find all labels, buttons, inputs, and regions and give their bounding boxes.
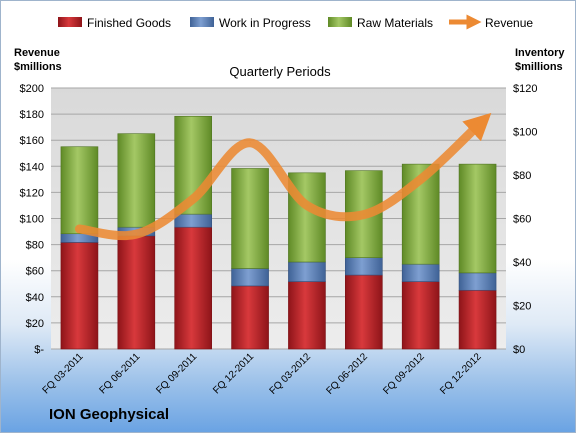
x-tick-label: FQ 09-2011 [154,351,199,396]
bar-finished-goods-8 [458,289,497,350]
left-tick-label: $120 [20,187,44,199]
legend-swatch-raw-materials [328,17,352,27]
revenue-point-2 [135,233,137,235]
right-tick-label: $120 [513,83,537,95]
company-name: ION Geophysical [49,406,169,423]
revenue-point-6 [363,214,365,216]
right-tick-label: $100 [513,127,537,139]
bar-work-in-progress-4 [231,268,269,287]
x-tick-label: FQ 12-2012 [438,351,484,397]
bar-finished-goods-6 [345,274,383,350]
bar-finished-goods-7 [401,281,440,350]
bar-finished-goods-5 [288,281,326,350]
revenue-point-8 [477,125,479,127]
right-axis-title-line2: $millions [515,61,563,73]
revenue-point-7 [420,178,422,180]
left-tick-label: $200 [20,83,44,95]
right-tick-label: $20 [513,301,531,313]
bar-finished-goods-4 [231,285,269,350]
right-tick-label: $40 [513,257,531,269]
bar-work-in-progress-6 [345,257,383,276]
legend-item-raw-materials: Raw Materials [328,16,433,30]
left-tick-label: $60 [26,266,44,278]
x-tick-label: FQ 03-2011 [41,351,86,396]
legend-item-finished-goods: Finished Goods [58,16,171,30]
x-tick-label: FQ 06-2012 [324,351,370,397]
left-tick-label: $40 [26,292,44,304]
revenue-point-5 [306,204,308,206]
left-axis-title-line2: $millions [14,61,62,73]
x-tick-label: FQ 06-2011 [97,351,142,396]
bar-work-in-progress-8 [458,272,497,291]
bar-work-in-progress-3 [174,213,212,228]
x-tick-label: FQ 09-2012 [381,351,427,397]
revenue-point-3 [192,198,194,200]
left-tick-label: $80 [26,240,44,252]
left-axis-title-line1: Revenue [14,47,60,59]
bar-finished-goods-1 [60,242,99,350]
bar-work-in-progress-7 [401,263,440,282]
revenue-line [74,112,492,241]
revenue-line-layer [74,112,492,241]
x-tick-label: FQ 03-2012 [268,351,314,397]
left-tick-label: $180 [20,109,44,121]
revenue-point-1 [78,228,80,230]
right-tick-label: $60 [513,214,531,226]
legend-label-revenue: Revenue [485,16,533,30]
bar-raw-materials-8 [458,163,497,274]
bar-raw-materials-2 [117,133,156,228]
bar-finished-goods-3 [174,226,212,350]
right-tick-label: $0 [513,344,525,356]
legend-item-work-in-progress: Work in Progress [190,16,311,30]
legend-item-revenue: Revenue [449,14,533,30]
chart-title: Quarterly Periods [229,64,331,79]
x-tick-label: FQ 12-2011 [211,351,256,396]
left-tick-label: $- [34,344,44,356]
legend-label-work-in-progress: Work in Progress [219,16,311,30]
bar-finished-goods-2 [117,235,156,350]
right-axis-title-line1: Inventory [515,47,565,59]
bar-raw-materials-4 [231,168,269,269]
legend: Finished Goods Work in Progress Raw Mate… [58,14,533,30]
bar-work-in-progress-5 [288,261,326,282]
left-tick-label: $160 [20,135,44,147]
right-tick-label: $80 [513,170,531,182]
left-tick-label: $100 [20,214,44,226]
left-tick-label: $140 [20,161,44,173]
legend-swatch-finished-goods [58,17,82,27]
left-tick-label: $20 [26,318,44,330]
legend-swatch-work-in-progress [190,17,214,27]
bar-raw-materials-1 [60,146,99,235]
legend-label-raw-materials: Raw Materials [357,16,433,30]
revenue-point-4 [249,142,251,144]
legend-label-finished-goods: Finished Goods [87,16,171,30]
